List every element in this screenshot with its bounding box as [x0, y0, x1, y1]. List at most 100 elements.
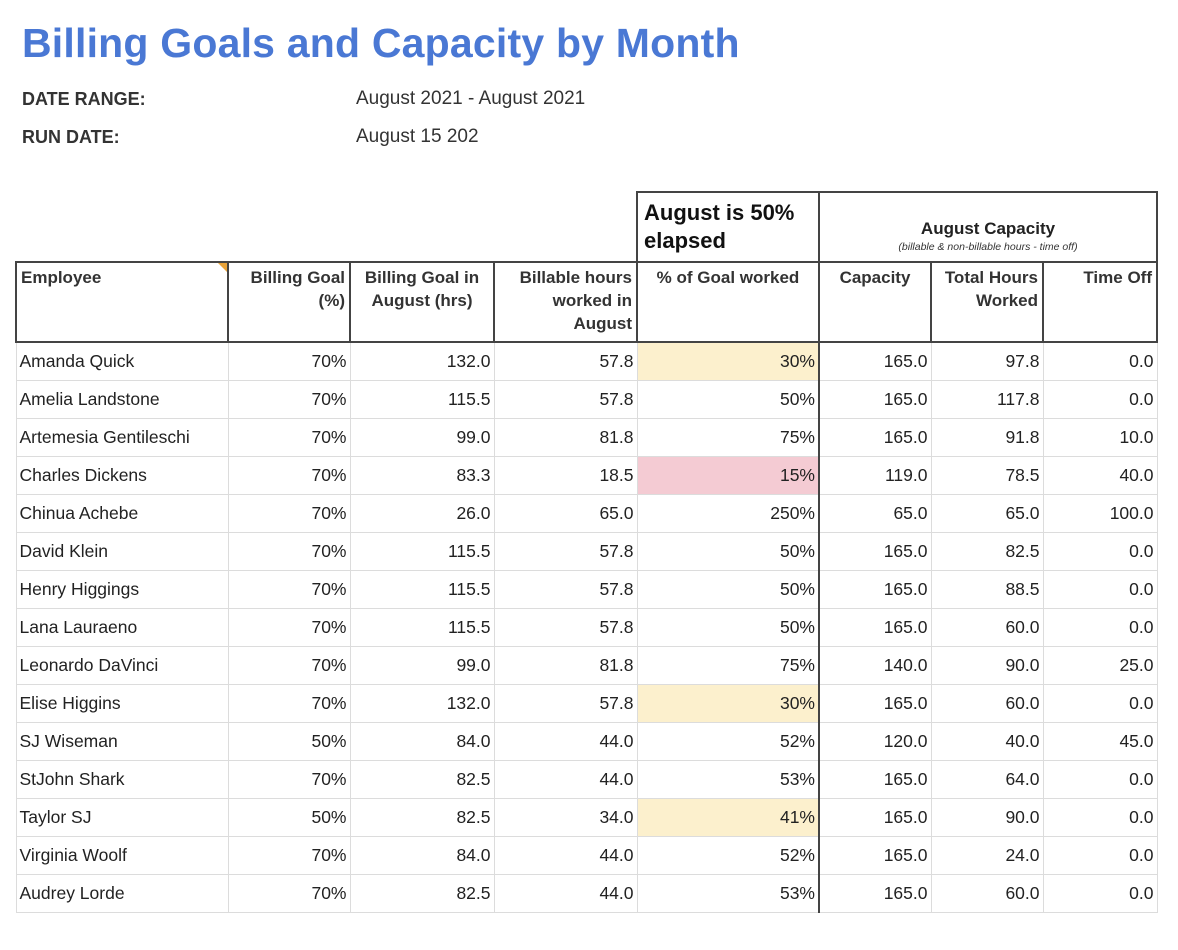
- billing-goal-pct-cell[interactable]: 70%: [227, 646, 351, 685]
- pct-goal-worked-cell[interactable]: 75%: [636, 418, 820, 457]
- total-hours-cell[interactable]: 82.5: [930, 532, 1044, 571]
- time-off-cell[interactable]: 0.0: [1042, 874, 1158, 913]
- total-hours-cell[interactable]: 60.0: [930, 608, 1044, 647]
- billing-goal-hrs-cell[interactable]: 82.5: [349, 760, 495, 799]
- billing-goal-hrs-cell[interactable]: 84.0: [349, 836, 495, 875]
- billing-goal-pct-cell[interactable]: 70%: [227, 418, 351, 457]
- column-header-billing-goal-hrs[interactable]: Billing Goal in August (hrs): [349, 261, 495, 343]
- total-hours-cell[interactable]: 97.8: [930, 341, 1044, 381]
- time-off-cell[interactable]: 0.0: [1042, 836, 1158, 875]
- time-off-cell[interactable]: 0.0: [1042, 684, 1158, 723]
- comment-marker-icon[interactable]: [218, 264, 226, 272]
- total-hours-cell[interactable]: 40.0: [930, 722, 1044, 761]
- billing-goal-pct-cell[interactable]: 70%: [227, 684, 351, 723]
- billable-hours-cell[interactable]: 57.8: [493, 341, 638, 381]
- pct-goal-worked-cell[interactable]: 53%: [636, 760, 820, 799]
- pct-goal-worked-cell[interactable]: 30%: [636, 341, 820, 381]
- billing-goal-hrs-cell[interactable]: 84.0: [349, 722, 495, 761]
- capacity-cell[interactable]: 165.0: [818, 570, 932, 609]
- capacity-cell[interactable]: 165.0: [818, 760, 932, 799]
- capacity-cell[interactable]: 119.0: [818, 456, 932, 495]
- billing-goal-hrs-cell[interactable]: 83.3: [349, 456, 495, 495]
- billing-goal-hrs-cell[interactable]: 115.5: [349, 608, 495, 647]
- column-header-time-off[interactable]: Time Off: [1042, 261, 1158, 343]
- pct-goal-worked-cell[interactable]: 41%: [636, 798, 820, 837]
- column-header-billable-hours[interactable]: Billable hours worked in August: [493, 261, 638, 343]
- capacity-cell[interactable]: 165.0: [818, 341, 932, 381]
- billing-goal-pct-cell[interactable]: 70%: [227, 341, 351, 381]
- capacity-cell[interactable]: 165.0: [818, 684, 932, 723]
- pct-goal-worked-cell[interactable]: 15%: [636, 456, 820, 495]
- capacity-cell[interactable]: 165.0: [818, 874, 932, 913]
- billing-goal-pct-cell[interactable]: 50%: [227, 798, 351, 837]
- time-off-cell[interactable]: 100.0: [1042, 494, 1158, 533]
- billable-hours-cell[interactable]: 44.0: [493, 874, 638, 913]
- billing-goal-hrs-cell[interactable]: 99.0: [349, 418, 495, 457]
- billing-goal-hrs-cell[interactable]: 132.0: [349, 684, 495, 723]
- billable-hours-cell[interactable]: 65.0: [493, 494, 638, 533]
- total-hours-cell[interactable]: 24.0: [930, 836, 1044, 875]
- pct-goal-worked-cell[interactable]: 250%: [636, 494, 820, 533]
- time-off-cell[interactable]: 0.0: [1042, 570, 1158, 609]
- total-hours-cell[interactable]: 90.0: [930, 798, 1044, 837]
- billable-hours-cell[interactable]: 81.8: [493, 646, 638, 685]
- billing-goal-pct-cell[interactable]: 70%: [227, 456, 351, 495]
- total-hours-cell[interactable]: 117.8: [930, 380, 1044, 419]
- billing-goal-pct-cell[interactable]: 70%: [227, 570, 351, 609]
- column-header-capacity[interactable]: Capacity: [818, 261, 932, 343]
- employee-name-cell[interactable]: Amelia Landstone: [15, 380, 229, 419]
- billing-goal-pct-cell[interactable]: 50%: [227, 722, 351, 761]
- billing-goal-hrs-cell[interactable]: 115.5: [349, 380, 495, 419]
- employee-name-cell[interactable]: Artemesia Gentileschi: [15, 418, 229, 457]
- pct-goal-worked-cell[interactable]: 52%: [636, 836, 820, 875]
- employee-name-cell[interactable]: Charles Dickens: [15, 456, 229, 495]
- time-off-cell[interactable]: 0.0: [1042, 608, 1158, 647]
- time-off-cell[interactable]: 0.0: [1042, 532, 1158, 571]
- employee-name-cell[interactable]: StJohn Shark: [15, 760, 229, 799]
- billing-goal-pct-cell[interactable]: 70%: [227, 874, 351, 913]
- time-off-cell[interactable]: 25.0: [1042, 646, 1158, 685]
- capacity-cell[interactable]: 120.0: [818, 722, 932, 761]
- employee-name-cell[interactable]: Taylor SJ: [15, 798, 229, 837]
- column-header-billing-goal-pct[interactable]: Billing Goal (%): [227, 261, 351, 343]
- capacity-cell[interactable]: 165.0: [818, 608, 932, 647]
- total-hours-cell[interactable]: 78.5: [930, 456, 1044, 495]
- capacity-cell[interactable]: 165.0: [818, 532, 932, 571]
- time-off-cell[interactable]: 0.0: [1042, 760, 1158, 799]
- employee-name-cell[interactable]: Lana Lauraeno: [15, 608, 229, 647]
- pct-goal-worked-cell[interactable]: 75%: [636, 646, 820, 685]
- employee-name-cell[interactable]: Leonardo DaVinci: [15, 646, 229, 685]
- total-hours-cell[interactable]: 64.0: [930, 760, 1044, 799]
- billable-hours-cell[interactable]: 57.8: [493, 380, 638, 419]
- billable-hours-cell[interactable]: 44.0: [493, 760, 638, 799]
- capacity-cell[interactable]: 165.0: [818, 798, 932, 837]
- employee-name-cell[interactable]: David Klein: [15, 532, 229, 571]
- billing-goal-pct-cell[interactable]: 70%: [227, 760, 351, 799]
- pct-goal-worked-cell[interactable]: 50%: [636, 532, 820, 571]
- pct-goal-worked-cell[interactable]: 52%: [636, 722, 820, 761]
- time-off-cell[interactable]: 45.0: [1042, 722, 1158, 761]
- employee-name-cell[interactable]: Virginia Woolf: [15, 836, 229, 875]
- billing-goal-hrs-cell[interactable]: 82.5: [349, 874, 495, 913]
- employee-name-cell[interactable]: SJ Wiseman: [15, 722, 229, 761]
- time-off-cell[interactable]: 0.0: [1042, 380, 1158, 419]
- capacity-cell[interactable]: 165.0: [818, 380, 932, 419]
- pct-goal-worked-cell[interactable]: 50%: [636, 608, 820, 647]
- total-hours-cell[interactable]: 60.0: [930, 874, 1044, 913]
- billable-hours-cell[interactable]: 57.8: [493, 570, 638, 609]
- time-off-cell[interactable]: 0.0: [1042, 341, 1158, 381]
- billing-goal-pct-cell[interactable]: 70%: [227, 380, 351, 419]
- capacity-cell[interactable]: 65.0: [818, 494, 932, 533]
- billable-hours-cell[interactable]: 18.5: [493, 456, 638, 495]
- capacity-cell[interactable]: 165.0: [818, 836, 932, 875]
- billing-goal-pct-cell[interactable]: 70%: [227, 836, 351, 875]
- pct-goal-worked-cell[interactable]: 53%: [636, 874, 820, 913]
- billing-goal-pct-cell[interactable]: 70%: [227, 532, 351, 571]
- time-off-cell[interactable]: 40.0: [1042, 456, 1158, 495]
- billing-goal-hrs-cell[interactable]: 82.5: [349, 798, 495, 837]
- column-header-pct-goal-worked[interactable]: % of Goal worked: [636, 261, 820, 343]
- time-off-cell[interactable]: 0.0: [1042, 798, 1158, 837]
- billing-goal-pct-cell[interactable]: 70%: [227, 608, 351, 647]
- total-hours-cell[interactable]: 60.0: [930, 684, 1044, 723]
- employee-name-cell[interactable]: Amanda Quick: [15, 341, 229, 381]
